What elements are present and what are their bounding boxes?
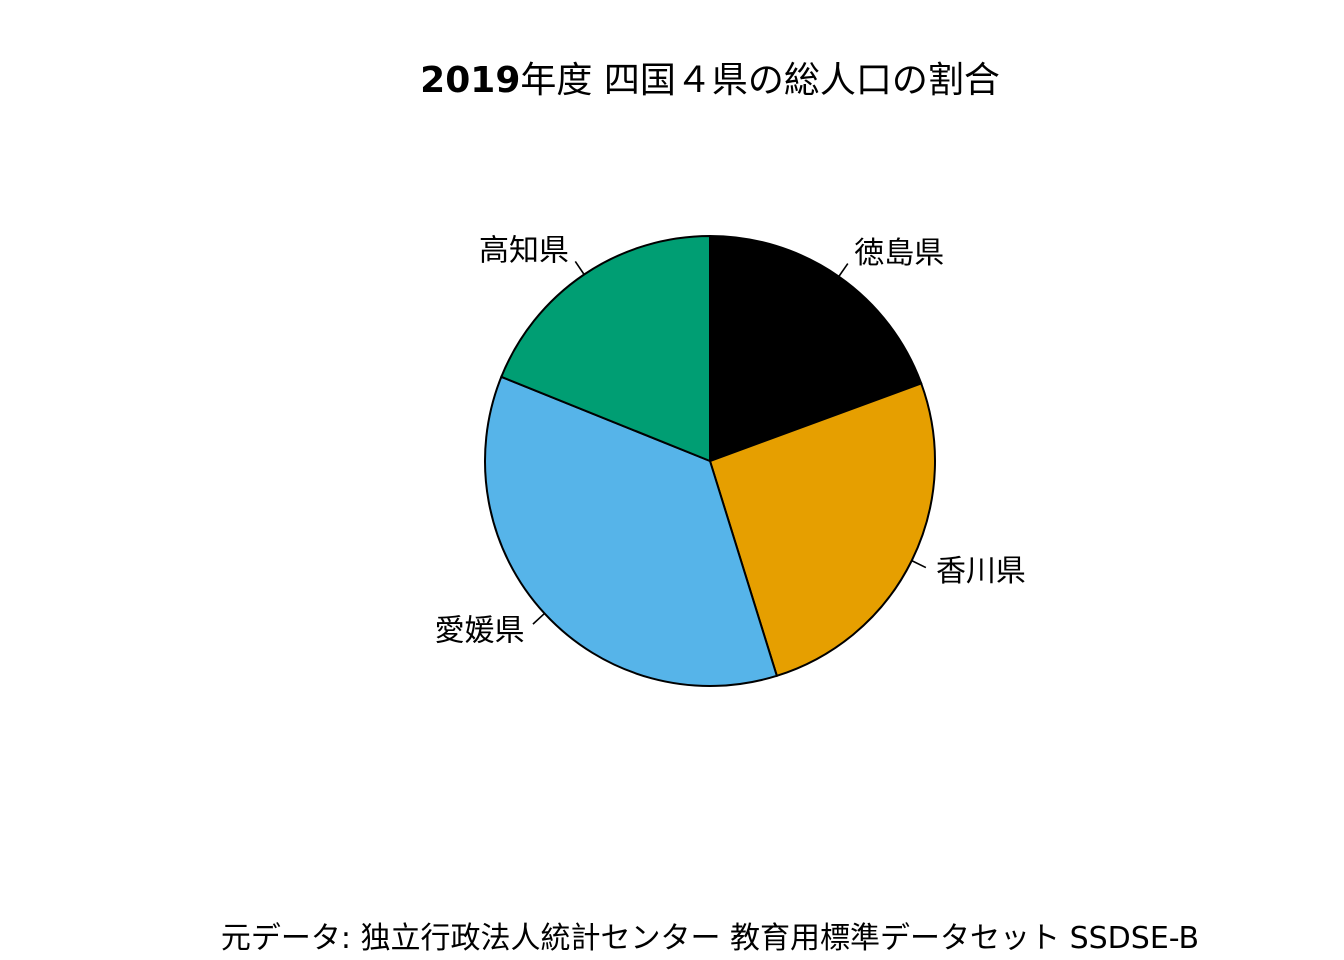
source-caption: 元データ: 独立行政法人統計センター 教育用標準データセット SSDSE-B bbox=[221, 921, 1199, 956]
pie-slice-0 bbox=[709, 234, 923, 463]
label-leader-0 bbox=[838, 263, 849, 277]
chart-title: 2019年度 四国４県の総人口の割合 bbox=[420, 60, 1000, 101]
label-leader-3 bbox=[574, 261, 585, 275]
label-leaders bbox=[532, 261, 927, 625]
chart-title-text: 年度 四国４県の総人口の割合 bbox=[520, 60, 999, 101]
slice-label-0: 徳島県 bbox=[854, 236, 944, 271]
slice-label-1: 香川県 bbox=[936, 554, 1026, 589]
slice-label-3: 高知県 bbox=[479, 234, 569, 269]
label-leader-1 bbox=[911, 559, 927, 569]
label-leader-2 bbox=[532, 612, 546, 625]
pie-slices bbox=[483, 234, 936, 687]
pie-slice-2 bbox=[483, 375, 779, 687]
chart-title-year: 2019 bbox=[420, 60, 520, 101]
slice-label-2: 愛媛県 bbox=[435, 613, 525, 648]
